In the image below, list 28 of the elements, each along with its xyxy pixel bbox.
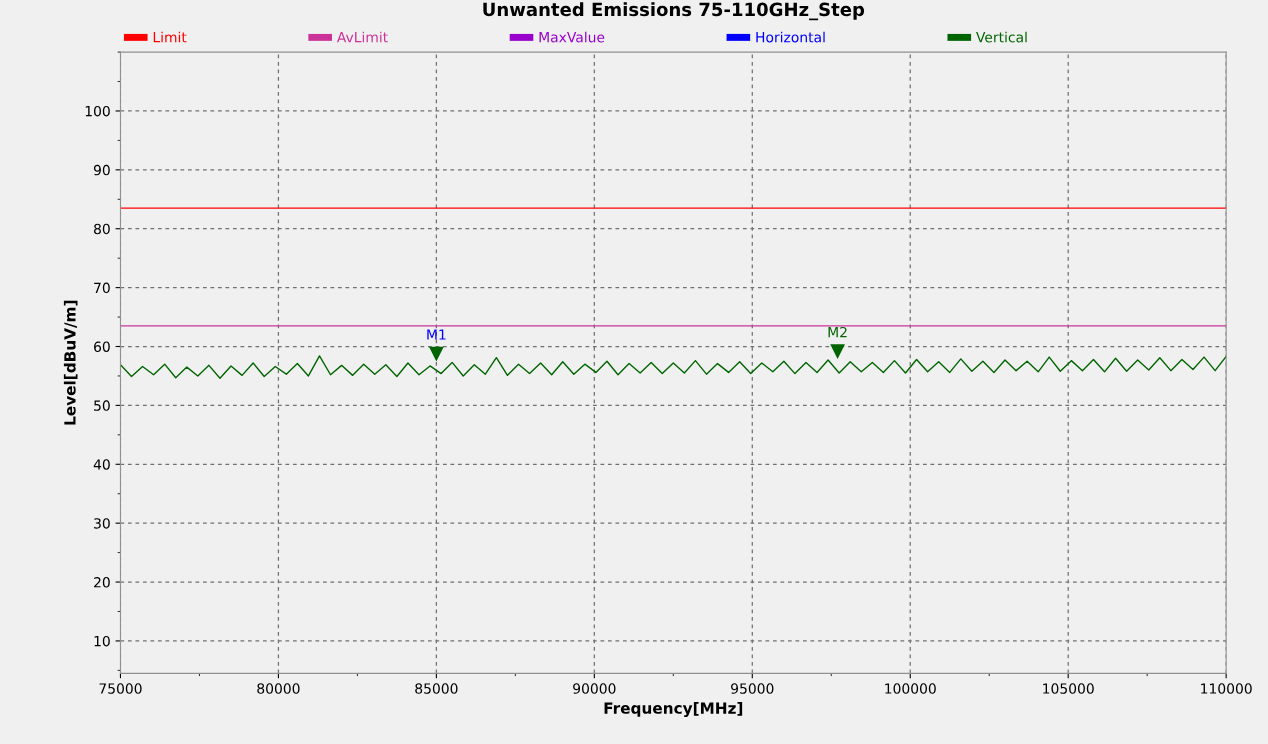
x-tick-label: 95000 <box>731 683 774 694</box>
annotation: M2 <box>828 326 847 338</box>
y-tick-label: 20 <box>94 577 110 588</box>
y-tick-label: 90 <box>93 164 110 176</box>
y-tick-label: 50 <box>94 400 110 411</box>
y-tick-label: 70 <box>94 282 110 294</box>
chart-title: Unwanted Emissions 75-110GHz_Step <box>483 2 865 21</box>
x-tick-label: 110000 <box>1201 683 1252 694</box>
legend-label: Vertical <box>976 31 1027 43</box>
y-tick-label: 80 <box>94 223 110 235</box>
x-tick-label: 75000 <box>99 683 142 694</box>
legend-label: MaxValue <box>539 31 605 43</box>
y-tick-label: 40 <box>93 459 110 470</box>
annotation: M1 <box>427 329 446 340</box>
x-tick-label: 85000 <box>415 683 458 694</box>
legend-label: Horizontal <box>756 31 825 43</box>
x-tick-label: 105000 <box>1043 683 1094 694</box>
y-tick-label: 60 <box>94 341 110 352</box>
x-tick-label: 90000 <box>573 683 616 694</box>
y-tick-label: 30 <box>94 518 110 529</box>
y-tick-label: 10 <box>94 635 110 647</box>
x-tick-label: 100000 <box>885 683 936 694</box>
x-tick-label: 80000 <box>257 683 300 694</box>
y-axis-title: Level[dBuV/m] <box>63 300 78 425</box>
legend-label: AvLimit <box>336 31 388 43</box>
x-axis-title: Frequency[MHz] <box>604 702 743 717</box>
y-tick-label: 100 <box>85 105 110 117</box>
legend-label: Limit <box>153 31 187 43</box>
